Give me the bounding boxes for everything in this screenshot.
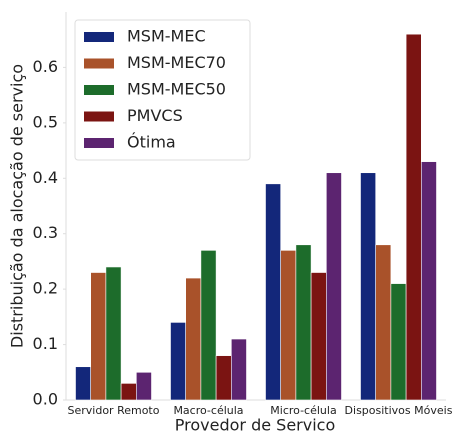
bar xyxy=(200,250,217,401)
x-tick-label: Macro-célula xyxy=(173,404,243,417)
y-tick-label: 0.3 xyxy=(33,223,58,242)
bar xyxy=(310,272,327,401)
bar xyxy=(375,244,392,401)
bar xyxy=(360,172,376,401)
y-tick-label: 0.4 xyxy=(33,168,58,187)
bar xyxy=(405,33,422,401)
y-tick-label: 0.6 xyxy=(33,57,58,76)
bar xyxy=(185,277,202,401)
legend-swatch xyxy=(84,85,114,95)
y-tick-label: 0.1 xyxy=(33,334,58,353)
bar xyxy=(215,355,232,401)
x-tick-label: Dispositivos Móveis xyxy=(345,404,453,417)
y-tick-label: 0.0 xyxy=(33,390,58,409)
legend-swatch xyxy=(84,58,114,69)
legend-label: MSM-MEC50 xyxy=(127,80,226,99)
bar xyxy=(90,272,107,401)
bar xyxy=(265,183,281,401)
legend-label: MSM-MEC70 xyxy=(127,53,226,72)
y-axis-label: Distribuição da alocação de serviço xyxy=(8,64,27,348)
bar xyxy=(75,366,91,401)
bar xyxy=(390,283,407,401)
bar xyxy=(420,161,437,401)
legend-box xyxy=(74,19,251,161)
legend-swatch xyxy=(84,32,114,42)
legend-swatch xyxy=(84,111,114,122)
bar xyxy=(170,322,186,401)
x-axis-label: Provedor de Servico xyxy=(175,416,335,435)
bar xyxy=(120,383,137,401)
x-tick-label: Servidor Remoto xyxy=(68,404,160,417)
y-tick-label: 0.5 xyxy=(33,112,58,131)
legend-label: MSM-MEC xyxy=(127,27,206,46)
bar xyxy=(231,338,247,401)
bar xyxy=(295,244,312,401)
legend-label: Ótima xyxy=(127,133,176,152)
legend-swatch xyxy=(84,138,114,148)
legend-label: PMVCS xyxy=(127,106,183,125)
y-tick-label: 0.2 xyxy=(33,279,58,298)
bar xyxy=(136,371,152,401)
x-tick-label: Micro-célula xyxy=(270,404,336,417)
bar xyxy=(280,250,297,401)
bar xyxy=(325,172,342,401)
bar xyxy=(105,266,122,401)
